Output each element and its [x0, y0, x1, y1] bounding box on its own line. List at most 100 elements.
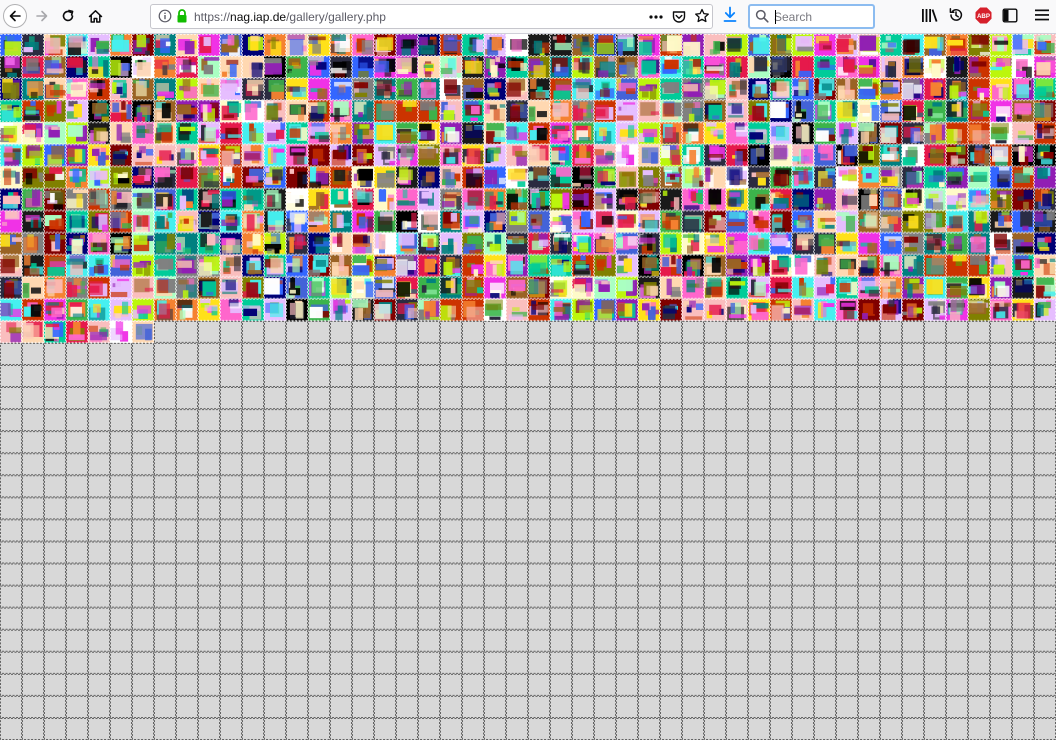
gallery-thumbnail[interactable] — [880, 78, 902, 101]
gallery-thumbnail[interactable] — [550, 188, 572, 211]
gallery-thumbnail[interactable] — [110, 254, 132, 277]
gallery-thumbnail[interactable] — [242, 122, 264, 145]
gallery-thumbnail[interactable] — [110, 34, 132, 57]
gallery-thumbnail[interactable] — [220, 78, 242, 101]
gallery-thumbnail[interactable] — [528, 254, 550, 277]
gallery-thumbnail[interactable] — [770, 276, 792, 299]
gallery-thumbnail[interactable] — [462, 78, 484, 101]
gallery-thumbnail[interactable] — [132, 144, 154, 167]
gallery-thumbnail[interactable] — [374, 188, 396, 211]
gallery-thumbnail[interactable] — [264, 276, 286, 299]
gallery-thumbnail[interactable] — [660, 298, 682, 321]
gallery-thumbnail[interactable] — [726, 144, 748, 167]
gallery-thumbnail[interactable] — [264, 254, 286, 277]
gallery-thumbnail[interactable] — [572, 34, 594, 57]
gallery-thumbnail[interactable] — [1034, 166, 1056, 189]
gallery-thumbnail[interactable] — [594, 34, 616, 57]
gallery-thumbnail[interactable] — [88, 298, 110, 321]
gallery-thumbnail[interactable] — [484, 100, 506, 123]
gallery-thumbnail[interactable] — [528, 166, 550, 189]
gallery-thumbnail[interactable] — [572, 232, 594, 255]
gallery-thumbnail[interactable] — [0, 210, 22, 233]
gallery-thumbnail[interactable] — [242, 210, 264, 233]
gallery-thumbnail[interactable] — [990, 232, 1012, 255]
gallery-thumbnail[interactable] — [946, 34, 968, 57]
gallery-thumbnail[interactable] — [286, 100, 308, 123]
gallery-thumbnail[interactable] — [132, 122, 154, 145]
gallery-thumbnail[interactable] — [1012, 210, 1034, 233]
gallery-thumbnail[interactable] — [704, 78, 726, 101]
gallery-thumbnail[interactable] — [792, 188, 814, 211]
gallery-thumbnail[interactable] — [220, 34, 242, 57]
gallery-thumbnail[interactable] — [462, 166, 484, 189]
gallery-thumbnail[interactable] — [22, 100, 44, 123]
gallery-thumbnail[interactable] — [990, 78, 1012, 101]
gallery-thumbnail[interactable] — [814, 100, 836, 123]
gallery-thumbnail[interactable] — [836, 56, 858, 79]
gallery-thumbnail[interactable] — [1034, 210, 1056, 233]
gallery-thumbnail[interactable] — [704, 100, 726, 123]
gallery-thumbnail[interactable] — [792, 166, 814, 189]
gallery-thumbnail[interactable] — [264, 188, 286, 211]
gallery-thumbnail[interactable] — [1034, 56, 1056, 79]
gallery-thumbnail[interactable] — [176, 122, 198, 145]
gallery-thumbnail[interactable] — [0, 166, 22, 189]
gallery-thumbnail[interactable] — [550, 210, 572, 233]
gallery-thumbnail[interactable] — [352, 78, 374, 101]
gallery-thumbnail[interactable] — [528, 56, 550, 79]
gallery-thumbnail[interactable] — [704, 232, 726, 255]
gallery-thumbnail[interactable] — [704, 188, 726, 211]
gallery-thumbnail[interactable] — [594, 144, 616, 167]
gallery-thumbnail[interactable] — [638, 254, 660, 277]
gallery-thumbnail[interactable] — [1034, 34, 1056, 57]
gallery-thumbnail[interactable] — [396, 166, 418, 189]
gallery-thumbnail[interactable] — [0, 298, 22, 321]
gallery-thumbnail[interactable] — [814, 210, 836, 233]
gallery-thumbnail[interactable] — [22, 298, 44, 321]
gallery-thumbnail[interactable] — [858, 254, 880, 277]
gallery-thumbnail[interactable] — [1034, 276, 1056, 299]
gallery-thumbnail[interactable] — [836, 166, 858, 189]
gallery-thumbnail[interactable] — [286, 122, 308, 145]
gallery-thumbnail[interactable] — [924, 144, 946, 167]
gallery-thumbnail[interactable] — [110, 210, 132, 233]
gallery-thumbnail[interactable] — [0, 34, 22, 57]
gallery-thumbnail[interactable] — [704, 144, 726, 167]
gallery-thumbnail[interactable] — [748, 166, 770, 189]
gallery-thumbnail[interactable] — [572, 144, 594, 167]
gallery-thumbnail[interactable] — [924, 100, 946, 123]
gallery-thumbnail[interactable] — [726, 78, 748, 101]
gallery-thumbnail[interactable] — [902, 188, 924, 211]
gallery-thumbnail[interactable] — [484, 210, 506, 233]
gallery-thumbnail[interactable] — [462, 188, 484, 211]
gallery-thumbnail[interactable] — [484, 78, 506, 101]
gallery-thumbnail[interactable] — [814, 188, 836, 211]
gallery-thumbnail[interactable] — [308, 166, 330, 189]
gallery-thumbnail[interactable] — [88, 56, 110, 79]
gallery-thumbnail[interactable] — [946, 210, 968, 233]
gallery-thumbnail[interactable] — [748, 232, 770, 255]
gallery-thumbnail[interactable] — [616, 122, 638, 145]
gallery-thumbnail[interactable] — [902, 78, 924, 101]
gallery-thumbnail[interactable] — [440, 78, 462, 101]
gallery-thumbnail[interactable] — [22, 34, 44, 57]
gallery-thumbnail[interactable] — [506, 254, 528, 277]
gallery-thumbnail[interactable] — [946, 100, 968, 123]
gallery-thumbnail[interactable] — [990, 210, 1012, 233]
gallery-thumbnail[interactable] — [704, 298, 726, 321]
gallery-thumbnail[interactable] — [572, 298, 594, 321]
gallery-thumbnail[interactable] — [88, 100, 110, 123]
gallery-thumbnail[interactable] — [682, 298, 704, 321]
gallery-thumbnail[interactable] — [792, 254, 814, 277]
gallery-thumbnail[interactable] — [0, 254, 22, 277]
gallery-thumbnail[interactable] — [1034, 144, 1056, 167]
gallery-thumbnail[interactable] — [0, 144, 22, 167]
gallery-thumbnail[interactable] — [594, 232, 616, 255]
gallery-thumbnail[interactable] — [352, 34, 374, 57]
gallery-thumbnail[interactable] — [814, 254, 836, 277]
gallery-thumbnail[interactable] — [594, 188, 616, 211]
gallery-thumbnail[interactable] — [154, 298, 176, 321]
search-bar[interactable] — [748, 4, 875, 29]
gallery-thumbnail[interactable] — [748, 56, 770, 79]
gallery-thumbnail[interactable] — [88, 276, 110, 299]
